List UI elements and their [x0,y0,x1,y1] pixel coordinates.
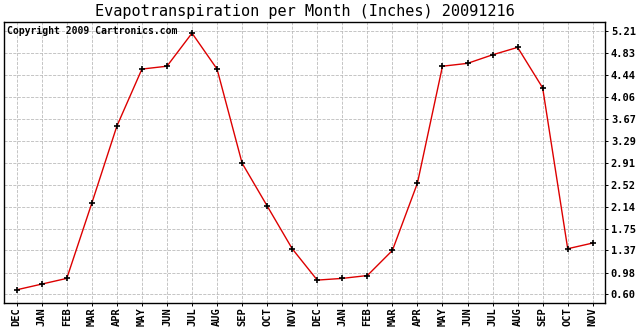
Title: Evapotranspiration per Month (Inches) 20091216: Evapotranspiration per Month (Inches) 20… [95,4,515,19]
Text: Copyright 2009 Cartronics.com: Copyright 2009 Cartronics.com [7,26,177,36]
